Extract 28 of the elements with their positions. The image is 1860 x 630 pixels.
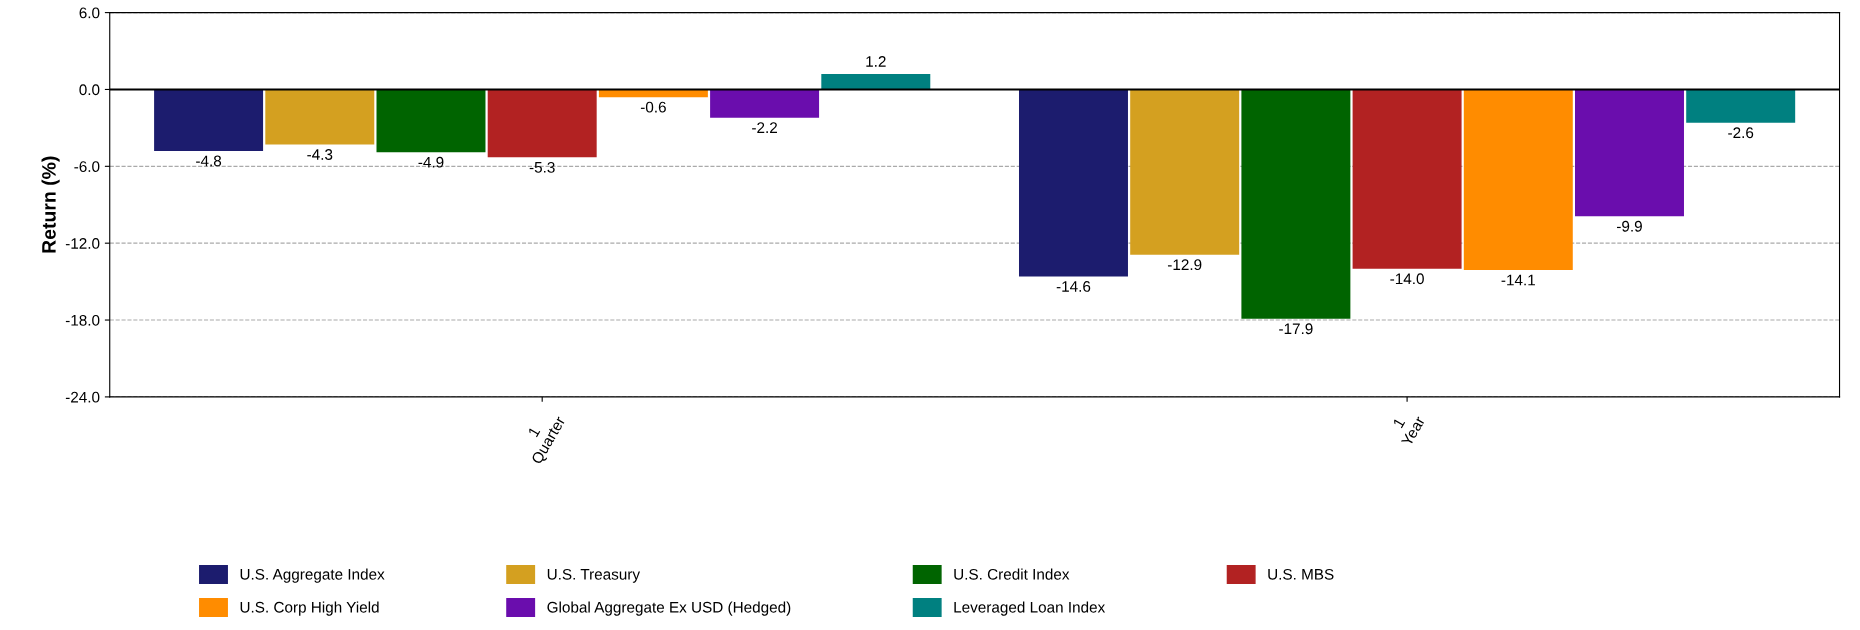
y-tick-label: -18.0 — [65, 314, 100, 326]
legend-label: U.S. MBS — [1268, 568, 1334, 580]
legend-label: U.S. Credit Index — [954, 568, 1070, 580]
data-label: -0.6 — [640, 101, 666, 113]
y-axis-title: Return (%) — [41, 156, 60, 253]
data-label: -14.0 — [1390, 273, 1424, 285]
legend-label: Global Aggregate Ex USD (Hedged) — [547, 601, 791, 616]
data-label: -4.3 — [307, 149, 333, 160]
y-tick-label: -24.0 — [65, 391, 100, 403]
data-label: -2.6 — [1728, 127, 1754, 139]
data-label: 1.2 — [866, 56, 886, 67]
data-label: -4.9 — [418, 156, 444, 168]
legend-label: U.S. Aggregate Index — [240, 568, 385, 583]
y-tick-label: 6.0 — [79, 7, 100, 19]
y-tick-label: 0.0 — [79, 84, 100, 96]
legend-label: U.S. Corp High Yield — [240, 601, 379, 616]
data-label: -4.8 — [196, 155, 222, 167]
data-label: -17.9 — [1279, 323, 1313, 335]
data-label: -2.2 — [752, 122, 777, 133]
data-label: -12.9 — [1167, 259, 1202, 271]
y-tick-label: -6.0 — [74, 161, 100, 173]
data-label: -14.1 — [1501, 274, 1535, 286]
data-label: -5.3 — [529, 161, 555, 173]
legend-label: Leveraged Loan Index — [954, 601, 1106, 616]
data-label: -14.6 — [1056, 281, 1091, 292]
data-label: -9.9 — [1617, 220, 1642, 232]
legend-label: U.S. Treasury — [547, 568, 641, 583]
y-tick-label: -12.0 — [65, 238, 100, 249]
